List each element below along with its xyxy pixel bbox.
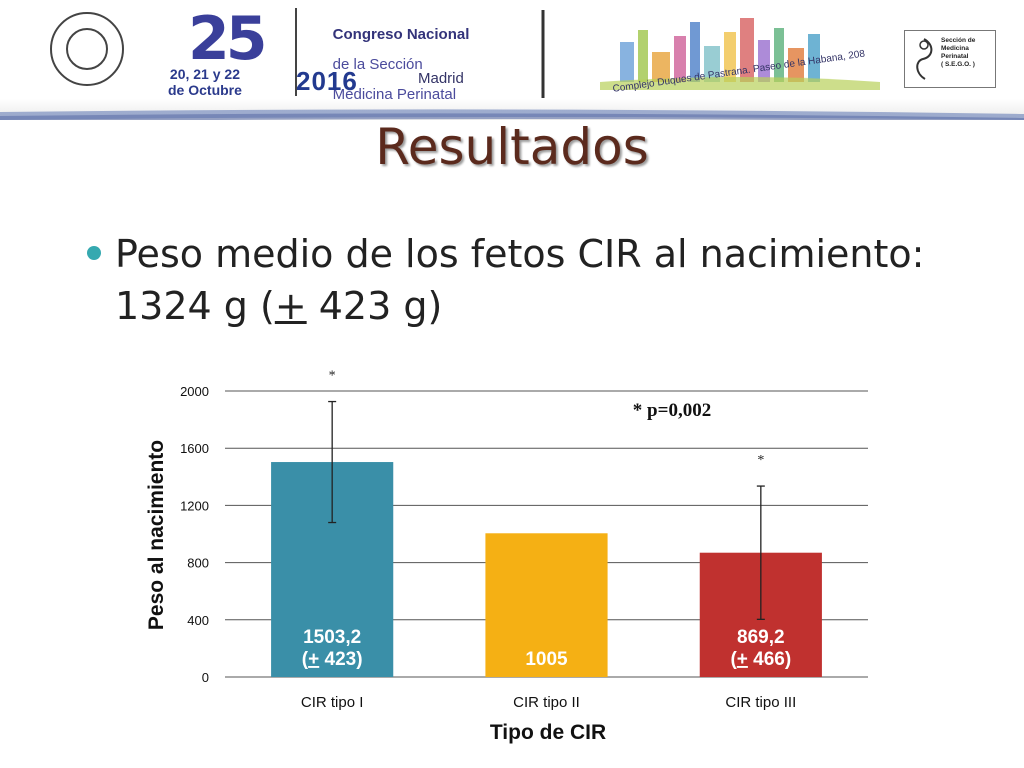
conference-city: Madrid [418,70,464,87]
section-logo-text: Sección de Medicina Perinatal ( S.E.G.O.… [941,37,976,68]
conference-title: Congreso Nacional de la Sección Medicina… [316,12,470,117]
y-axis-title: Peso al nacimiento [145,440,168,630]
title-line-3: Medicina Perinatal [332,86,457,103]
title-line-1: Congreso Nacional [332,26,470,43]
conference-year: 2016 [296,66,358,96]
separator-line [541,10,545,98]
x-axis-tick-labels: CIR tipo I CIR tipo II CIR tipo III [301,694,796,711]
bullet-dot-icon [87,246,101,260]
sego-seal-logo [50,12,124,86]
madrid-skyline-illustration [600,18,880,90]
divider-lines [295,8,297,96]
chart-error-bars [328,400,765,620]
conference-banner: 25 20, 21 y 22 de Octubre Congreso Nacio… [0,0,1024,120]
p-value-annotation: * p=0,002 [633,400,711,421]
section-logo: Sección de Medicina Perinatal ( S.E.G.O.… [904,30,996,88]
x-tick-label: CIR tipo II [513,694,580,711]
x-tick-label: CIR tipo I [301,694,364,711]
x-tick-label: CIR tipo III [725,694,796,711]
bar-data-label: 1005 [525,649,568,670]
bar [485,533,608,677]
bar-data-label: (+ 423) [302,649,363,670]
congress-number-logo: 25 [188,4,267,74]
conference-dates: 20, 21 y 22 de Octubre [168,66,242,98]
y-tick-label: 0 [202,670,209,685]
chart-bars [271,462,822,677]
y-tick-label: 400 [187,613,209,628]
plus-minus-sign: + [737,649,748,670]
chart-data-labels: * 1503,2(+ 423) 1005 * 869,2(+ 466) [302,369,791,670]
x-axis-title: Tipo de CIR [490,721,606,744]
bullet-line-2-start: 1324 g ( [115,284,275,328]
y-tick-label: 2000 [180,384,209,399]
plus-minus-sign: + [274,284,307,328]
title-line-2: de la Sección [332,56,423,73]
bullet-line-2-end: 423 g) [306,284,443,328]
y-tick-label: 1600 [180,441,209,456]
banner-stripe [0,109,1024,120]
bullet-text: Peso medio de los fetos CIR al nacimient… [115,228,995,332]
bar-data-label: 869,2 [737,627,785,648]
section-logo-emblem [916,38,933,80]
y-tick-label: 1200 [180,498,209,513]
plus-minus-sign: + [308,649,319,670]
slide-title: Resultados [375,118,649,176]
bullet-line-1: Peso medio de los fetos CIR al nacimient… [115,232,925,276]
y-tick-label: 800 [187,556,209,571]
significance-mark: * [329,369,336,384]
significance-mark: * [757,453,764,468]
y-axis-tick-labels: 0 400 800 1200 1600 2000 [180,384,209,685]
bar-data-label: (+ 466) [730,649,791,670]
bar-data-label: 1503,2 [303,627,361,648]
